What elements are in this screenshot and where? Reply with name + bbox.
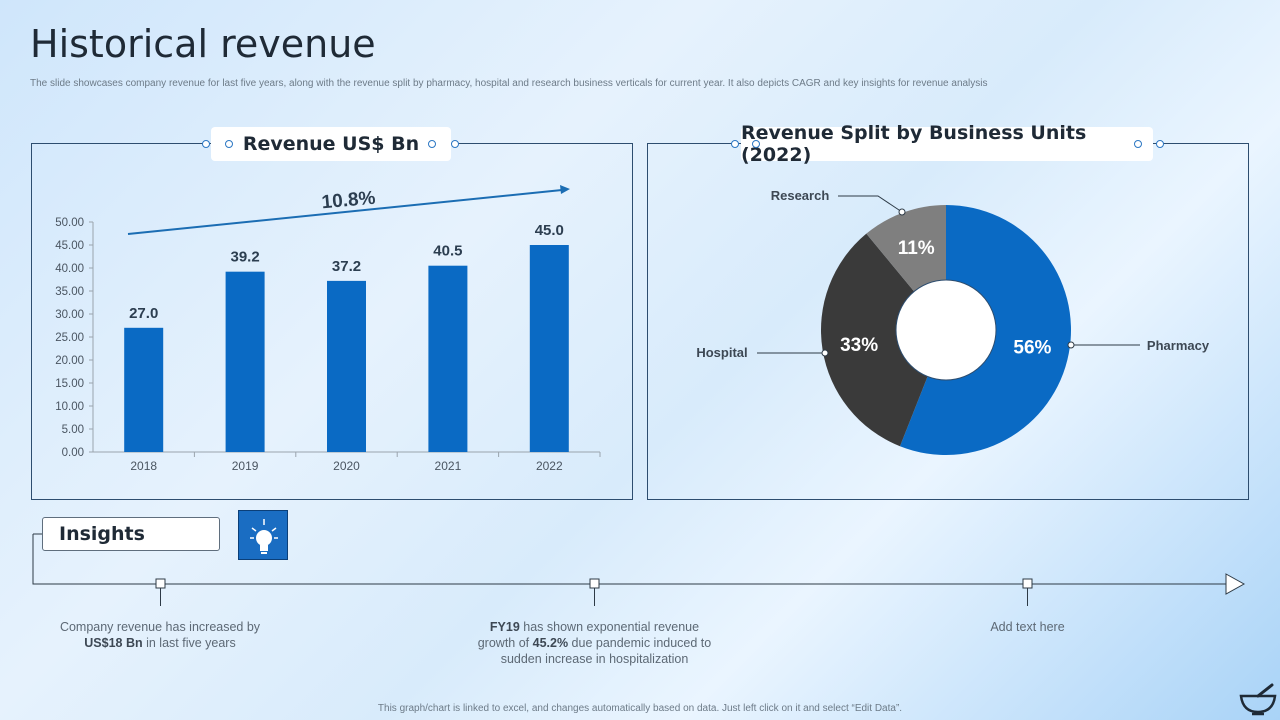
y-tick-label-6: 30.00	[55, 309, 84, 321]
y-tick-label-9: 45.00	[55, 240, 84, 252]
insight-3: Add text here	[990, 620, 1065, 634]
y-tick-label-7: 35.00	[55, 286, 84, 298]
hospital-leader-dot	[821, 349, 829, 357]
timeline-marker	[155, 578, 166, 589]
y-tick-label-8: 40.00	[55, 263, 84, 275]
x-tick-label-2022: 2022	[536, 459, 563, 473]
bar-value-label-2021: 40.5	[433, 243, 462, 260]
bar-2018	[124, 327, 164, 452]
y-tick-label-4: 20.00	[55, 355, 84, 367]
page-title: Historical revenue	[30, 22, 376, 66]
revenue-heading: Revenue US$ Bn	[211, 127, 451, 161]
bar-value-label-2019: 39.2	[230, 249, 259, 266]
research-leader-line	[838, 195, 903, 213]
cagr-arrow-line	[127, 189, 563, 235]
legend-hospital: Hospital	[696, 345, 747, 360]
tag-dot-icon	[1156, 140, 1164, 148]
page-subtitle: The slide showcases company revenue for …	[30, 78, 988, 89]
x-tick-label-2021: 2021	[435, 459, 462, 473]
donut-value-label-research: 11%	[898, 238, 935, 259]
tag-dot-icon	[202, 140, 210, 148]
cagr-arrowhead-icon	[560, 185, 570, 194]
tag-dot-icon	[752, 140, 760, 148]
cagr-label: 10.8%	[321, 188, 377, 214]
tag-dot-icon	[451, 140, 459, 148]
donut-slice-hospital	[821, 233, 946, 447]
x-tick-label-2019: 2019	[232, 459, 259, 473]
research-leader-dot	[898, 208, 906, 216]
bar-2020	[327, 280, 366, 452]
donut-value-label-hospital: 33%	[840, 335, 878, 356]
insights-label: Insights	[42, 517, 220, 551]
split-heading: Revenue Split by Business Units (2022)	[741, 122, 1153, 166]
insight-2-text1: has shown exponential revenue growth of	[477, 620, 700, 650]
lightbulb-icon	[238, 510, 288, 560]
insight-1-text: Company revenue has increased by	[59, 620, 261, 634]
footer-note: This graph/chart is linked to excel, and…	[377, 703, 903, 714]
timeline-marker	[1022, 578, 1033, 589]
y-tick-label-2: 10.00	[55, 401, 84, 413]
y-tick-label-5: 25.00	[55, 332, 84, 344]
y-tick-label-0: 0.00	[62, 447, 84, 459]
tag-dot-icon	[731, 140, 739, 148]
donut-hole	[895, 279, 997, 381]
insight-2-text2: due pandemic induced to sudden increase …	[500, 636, 712, 666]
bar-2021	[428, 265, 468, 452]
insight-1: Company revenue has increased by US$18 B…	[45, 619, 275, 651]
timeline-arrow-icon	[1225, 573, 1246, 595]
bar-value-label-2022: 45.0	[535, 222, 564, 239]
timeline-marker	[589, 578, 600, 589]
tag-dot-icon	[1134, 140, 1142, 148]
bar-2022	[529, 245, 569, 452]
legend-research: Research	[771, 188, 830, 203]
insight-1-bold: US$18 Bn	[84, 636, 143, 650]
x-tick-label-2018: 2018	[130, 459, 157, 473]
bar-2019	[225, 271, 265, 452]
bar-value-label-2020: 37.2	[332, 258, 361, 275]
pharmacy-leader-dot	[1067, 341, 1075, 349]
y-tick-label-10: 50.00	[55, 217, 84, 229]
insight-2: FY19 has shown exponential revenue growt…	[472, 619, 717, 667]
donut-value-label-pharmacy: 56%	[1013, 337, 1051, 358]
y-tick-label-1: 5.00	[62, 424, 84, 436]
mortar-pestle-icon	[1238, 682, 1278, 716]
insight-2-bold1: FY19	[489, 620, 520, 634]
tag-dot-icon	[428, 140, 436, 148]
legend-pharmacy: Pharmacy	[1147, 338, 1210, 353]
insight-2-bold2: 45.2%	[532, 636, 569, 650]
tag-dot-icon	[225, 140, 233, 148]
bar-value-label-2018: 27.0	[129, 305, 158, 322]
x-tick-label-2020: 2020	[333, 459, 360, 473]
y-tick-label-3: 15.00	[55, 378, 84, 390]
insight-1-tail: in last five years	[142, 636, 236, 650]
